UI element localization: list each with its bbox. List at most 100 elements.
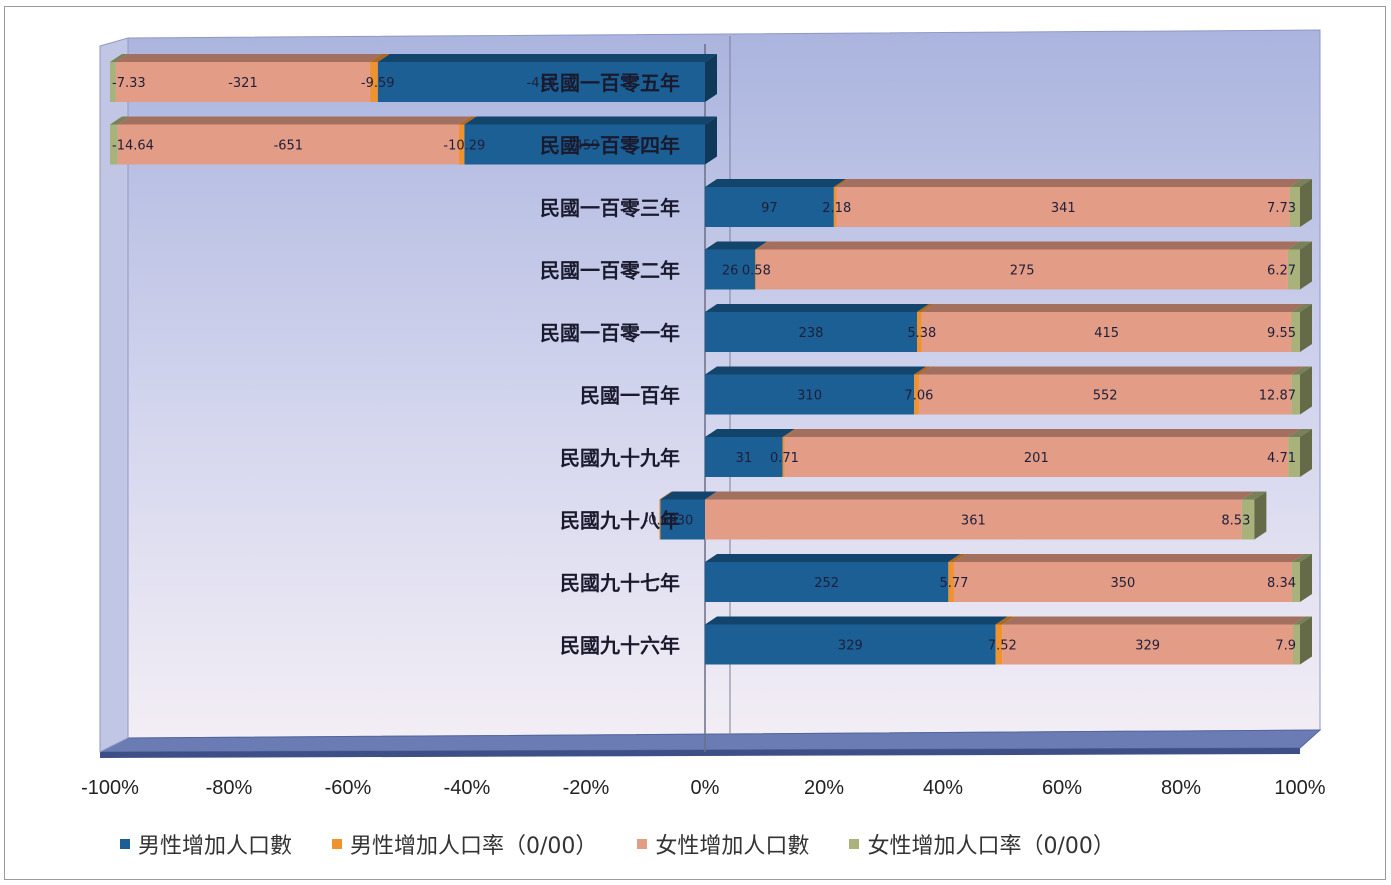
bar-1-2 <box>117 124 459 165</box>
x-tick-label-10: 100% <box>1274 777 1325 799</box>
bar-top-9-1 <box>995 616 1015 625</box>
bar-top-6-1 <box>782 429 797 437</box>
bar-0-0 <box>377 62 705 102</box>
data-label-0-2: -321 <box>228 76 258 91</box>
bar-end-1 <box>705 116 717 165</box>
bar-end-3 <box>1300 241 1312 290</box>
data-label-1-1: -10.29 <box>443 139 485 154</box>
data-label-2-3: 7.73 <box>1267 201 1296 216</box>
bar-7-3 <box>1241 499 1255 540</box>
bar-7-1 <box>659 499 661 540</box>
bar-top-3-3 <box>1287 241 1312 250</box>
bar-5-0 <box>705 374 915 415</box>
data-label-4-1: 5.38 <box>907 326 936 341</box>
x-tick-label-2: -60% <box>325 777 372 799</box>
bar-3-2 <box>756 249 1288 290</box>
bar-2-0 <box>705 187 834 227</box>
bar-6-3 <box>1288 437 1300 477</box>
data-label-5-0: 310 <box>797 389 822 404</box>
category-label-1: 民國一百零四年 <box>540 134 680 158</box>
bar-1-0 <box>464 124 705 165</box>
bar-top-4-0 <box>705 304 930 312</box>
bar-top-5-0 <box>705 366 927 375</box>
bar-top-6-0 <box>705 429 795 437</box>
legend-item-1: 男性增加人口率（0/00） <box>332 828 597 860</box>
bar-top-1-0 <box>464 116 717 125</box>
x-tick-label-4: -20% <box>563 777 610 799</box>
category-label-9: 民國九十六年 <box>560 634 680 658</box>
bar-top-6-3 <box>1288 429 1312 437</box>
legend-swatch-2 <box>637 839 648 849</box>
data-label-5-2: 552 <box>1093 389 1118 404</box>
bar-top-8-3 <box>1291 554 1312 562</box>
bar-1-3 <box>110 124 118 165</box>
bar-9-2 <box>1002 624 1294 665</box>
data-label-9-2: 329 <box>1135 639 1160 654</box>
legend-label-2: 女性增加人口數 <box>655 834 810 859</box>
bar-8-2 <box>953 562 1292 602</box>
legend-item-2: 女性增加人口數 <box>637 828 809 860</box>
bar-top-0-2 <box>115 54 383 62</box>
bar-top-0-1 <box>370 54 390 62</box>
data-label-9-1: 7.52 <box>988 639 1017 654</box>
data-label-6-1: 0.71 <box>770 451 799 466</box>
data-label-0-0: -413 <box>527 76 557 91</box>
bar-top-3-2 <box>756 241 1300 250</box>
data-label-4-3: 9.55 <box>1267 326 1296 341</box>
data-label-0-3: -7.33 <box>112 76 146 91</box>
data-label-8-3: 8.34 <box>1267 576 1296 591</box>
data-label-6-0: 31 <box>736 451 753 466</box>
legend-label-1: 男性增加人口率（0/00） <box>350 834 598 859</box>
plot-floor-edge <box>100 748 1300 758</box>
category-label-5: 民國一百年 <box>580 384 680 408</box>
bar-7-2 <box>705 499 1242 540</box>
bar-top-2-3 <box>1289 179 1312 187</box>
data-label-2-2: 341 <box>1051 201 1076 216</box>
x-tick-label-3: -40% <box>444 777 491 799</box>
bar-end-8 <box>1300 554 1312 602</box>
category-label-6: 民國九十九年 <box>560 446 680 470</box>
bar-8-1 <box>948 562 954 602</box>
bar-top-1-3 <box>110 116 130 125</box>
bar-top-1-2 <box>117 116 471 125</box>
x-tick-label-5: 0% <box>691 777 720 799</box>
bar-top-6-2 <box>784 429 1301 437</box>
bar-top-7-3 <box>1241 491 1267 500</box>
legend-item-0: 男性增加人口數 <box>120 828 292 860</box>
bar-5-1 <box>914 374 919 415</box>
data-label-6-2: 201 <box>1024 451 1049 466</box>
bar-3-1 <box>755 249 757 290</box>
bar-end-7 <box>1254 491 1267 540</box>
bar-top-9-3 <box>1293 616 1312 625</box>
bar-top-2-1 <box>833 179 849 187</box>
bar-6-2 <box>784 437 1289 477</box>
data-label-1-0: -459 <box>570 139 600 154</box>
data-label-5-3: 12.87 <box>1259 389 1296 404</box>
data-label-4-0: 238 <box>799 326 824 341</box>
bar-8-0 <box>705 562 949 602</box>
bar-7-0 <box>660 499 705 540</box>
bar-9-3 <box>1293 624 1300 665</box>
category-label-3: 民國一百零二年 <box>540 259 680 283</box>
data-label-7-1: -0.69 <box>644 514 678 529</box>
bar-end-5 <box>1300 366 1312 415</box>
data-label-1-2: -651 <box>274 139 304 154</box>
bar-2-2 <box>836 187 1290 227</box>
x-tick-label-6: 20% <box>804 777 844 799</box>
bar-end-0 <box>705 54 717 102</box>
category-label-4: 民國一百零一年 <box>540 321 680 345</box>
bar-4-2 <box>921 312 1292 352</box>
bar-2-1 <box>833 187 837 227</box>
bar-top-1-1 <box>458 116 477 125</box>
bar-top-4-3 <box>1291 304 1312 312</box>
legend-swatch-0 <box>120 839 130 849</box>
bar-top-9-0 <box>705 616 1008 625</box>
data-label-4-2: 415 <box>1094 326 1119 341</box>
x-tick-label-8: 60% <box>1042 777 1082 799</box>
bar-top-4-1 <box>917 304 934 312</box>
bar-4-1 <box>917 312 922 352</box>
category-label-8: 民國九十七年 <box>560 571 680 595</box>
bar-top-5-2 <box>918 366 1304 375</box>
legend-label-0: 男性增加人口數 <box>138 834 293 859</box>
